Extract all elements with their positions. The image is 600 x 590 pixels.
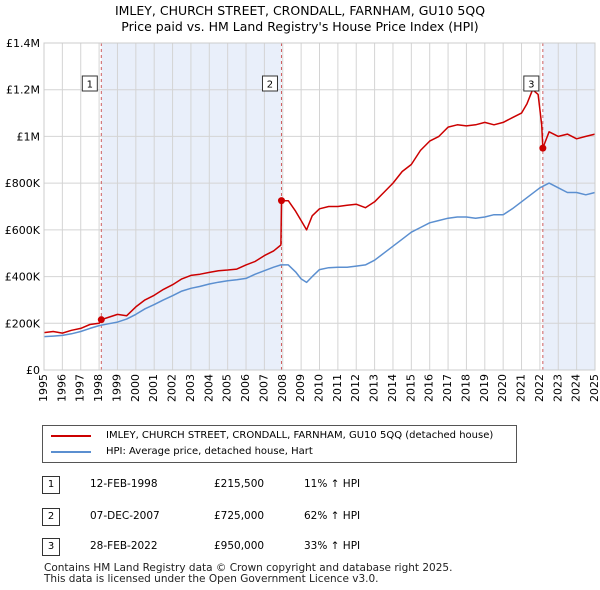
y-tick-label: £800K xyxy=(5,177,41,190)
x-tick-label: 1995 xyxy=(37,374,50,402)
x-tick-label: 2023 xyxy=(551,374,564,402)
x-tick-label: 1999 xyxy=(110,374,123,402)
transaction-price: £215,500 xyxy=(214,478,265,490)
x-tick-label: 2015 xyxy=(404,374,417,402)
transaction-number-badge: 3 xyxy=(42,538,60,556)
x-tick-label: 2002 xyxy=(166,374,179,402)
property-price-line xyxy=(43,88,596,334)
hpi-line xyxy=(43,182,596,338)
x-tick-label: 2025 xyxy=(588,374,600,402)
x-tick-label: 2008 xyxy=(276,374,289,402)
transaction-number-badge: 2 xyxy=(42,508,60,526)
x-tick-label: 2020 xyxy=(496,374,509,402)
price-chart: £0 £200K £400K £600K £800K £1M £1.2M £1.4M 1995 1… xyxy=(5,37,600,402)
transaction-price: £950,000 xyxy=(214,540,265,552)
sale-point xyxy=(539,144,547,152)
annotation-label: 3 xyxy=(528,80,534,91)
plot-border xyxy=(43,42,596,371)
x-tick-label: 1997 xyxy=(74,374,87,402)
x-tick-label: 2011 xyxy=(331,374,344,402)
sale-point xyxy=(97,316,105,324)
x-tick-label: 2024 xyxy=(570,374,583,402)
x-tick-label: 2017 xyxy=(441,374,454,402)
y-tick-label: £200K xyxy=(5,317,41,330)
transaction-hpi-change: 11% ↑ HPI xyxy=(304,478,361,490)
x-tick-label: 2014 xyxy=(386,374,399,402)
x-tick-label: 2005 xyxy=(221,374,234,402)
x-tick-label: 2012 xyxy=(349,374,362,402)
y-tick-label: £0 xyxy=(26,364,40,377)
x-tick-label: 2009 xyxy=(294,374,307,402)
y-tick-label: £1M xyxy=(17,130,41,143)
transaction-row-2: 2 07-DEC-2007 £725,000 62% ↑ HPI xyxy=(42,508,562,528)
transaction-hpi-change: 33% ↑ HPI xyxy=(304,540,361,552)
y-tick-label: £1.4M xyxy=(6,37,40,50)
annotation-box xyxy=(523,75,540,92)
transaction-date: 28-FEB-2022 xyxy=(90,540,158,552)
annotation-box xyxy=(261,75,278,92)
transaction-row-1: 1 12-FEB-1998 £215,500 11% ↑ HPI xyxy=(42,476,562,496)
chart-title-line2: Price paid vs. HM Land Registry's House … xyxy=(121,19,479,34)
footer-copyright: Contains HM Land Registry data © Crown c… xyxy=(44,562,453,574)
x-tick-label: 2006 xyxy=(239,374,252,402)
shaded-period-2 xyxy=(542,43,595,370)
x-tick-label: 2016 xyxy=(423,374,436,402)
x-tick-label: 2019 xyxy=(478,374,491,402)
legend-property-label: IMLEY, CHURCH STREET, CRONDALL, FARNHAM,… xyxy=(106,430,494,441)
x-tick-label: 2022 xyxy=(533,374,546,402)
transaction-row-3: 3 28-FEB-2022 £950,000 33% ↑ HPI xyxy=(42,538,562,558)
annotation-label: 1 xyxy=(87,80,93,91)
transaction-date: 12-FEB-1998 xyxy=(90,478,158,490)
chart-legend: IMLEY, CHURCH STREET, CRONDALL, FARNHAM,… xyxy=(42,425,517,463)
x-tick-label: 2000 xyxy=(129,374,142,402)
transaction-hpi-change: 62% ↑ HPI xyxy=(304,510,361,522)
legend-hpi-line-icon xyxy=(51,451,91,453)
x-tick-label: 2001 xyxy=(147,374,160,402)
legend-property-line-icon xyxy=(51,435,91,437)
x-tick-label: 2010 xyxy=(313,374,326,402)
annotation-box xyxy=(81,75,98,92)
legend-hpi-label: HPI: Average price, detached house, Hart xyxy=(106,446,313,457)
x-tick-label: 2003 xyxy=(184,374,197,402)
x-tick-label: 1996 xyxy=(55,374,68,402)
y-tick-label: £1.2M xyxy=(6,84,40,97)
x-tick-label: 2018 xyxy=(459,374,472,402)
x-tick-label: 1998 xyxy=(92,374,105,402)
x-tick-label: 2013 xyxy=(368,374,381,402)
transaction-price: £725,000 xyxy=(214,510,265,522)
sale-point xyxy=(277,197,285,205)
chart-title-line1: IMLEY, CHURCH STREET, CRONDALL, FARNHAM,… xyxy=(114,3,486,18)
y-tick-label: £400K xyxy=(5,271,41,284)
footer-licence: This data is licensed under the Open Gov… xyxy=(44,573,379,585)
x-tick-label: 2021 xyxy=(515,374,528,402)
transaction-date: 07-DEC-2007 xyxy=(90,510,160,522)
y-tick-label: £600K xyxy=(5,224,41,237)
x-tick-label: 2007 xyxy=(257,374,270,402)
x-tick-label: 2004 xyxy=(202,374,215,402)
annotation-label: 2 xyxy=(267,80,273,91)
transaction-number-badge: 1 xyxy=(42,476,60,494)
